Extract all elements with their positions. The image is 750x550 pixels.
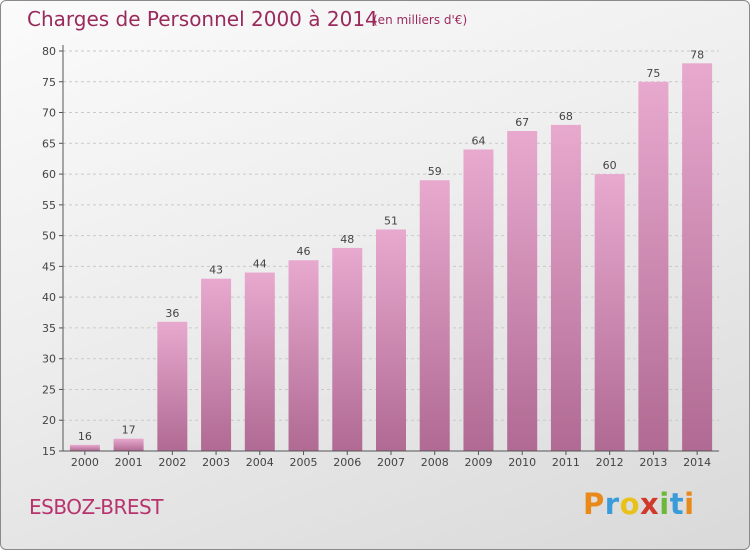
y-tick-label: 20 — [42, 414, 56, 427]
y-tick-label: 40 — [42, 291, 56, 304]
logo-letter: i — [684, 487, 695, 521]
x-tick-label: 2009 — [464, 456, 492, 469]
x-tick-label: 2012 — [596, 456, 624, 469]
bar-2011 — [550, 124, 581, 451]
x-tick-label: 2010 — [508, 456, 536, 469]
value-label: 36 — [165, 307, 179, 320]
y-tick-label: 15 — [42, 445, 56, 458]
logo-letter: r — [604, 487, 620, 521]
bars — [69, 63, 713, 452]
value-label: 44 — [253, 258, 267, 271]
bar-2010 — [507, 131, 538, 451]
value-label: 59 — [428, 165, 442, 178]
y-tick-label: 60 — [42, 168, 56, 181]
bar-2006 — [332, 247, 363, 451]
x-tick-label: 2013 — [639, 456, 667, 469]
logo-letter: P — [583, 487, 605, 521]
y-tick-label: 75 — [42, 76, 56, 89]
x-tick-label: 2014 — [683, 456, 711, 469]
x-tick-label: 2005 — [290, 456, 318, 469]
x-tick-label: 2002 — [158, 456, 186, 469]
y-tick-label: 35 — [42, 322, 56, 335]
chart-title: Charges de Personnel 2000 à 2014 — [27, 7, 378, 31]
value-label: 68 — [559, 110, 573, 123]
proxiti-logo: Proxiti — [583, 487, 695, 521]
bar-2003 — [201, 278, 232, 451]
value-label: 46 — [297, 245, 311, 258]
y-tick-label: 50 — [42, 230, 56, 243]
value-label: 43 — [209, 264, 223, 277]
axes: 15 20 25 30 35 40 45 50 55 60 65 70 75 80 2000 2001 2002… — [42, 45, 719, 469]
x-tick-label: 2007 — [377, 456, 405, 469]
y-tick-label: 70 — [42, 107, 56, 120]
x-tick-label: 2000 — [71, 456, 99, 469]
bar-2009 — [463, 149, 494, 451]
bar-2008 — [419, 180, 450, 451]
value-labels: 16 17 36 43 44 46 48 51 59 64 67 68 60 75 78 — [78, 48, 704, 443]
value-label: 17 — [122, 424, 136, 437]
value-label: 64 — [471, 134, 485, 147]
value-label: 75 — [646, 67, 660, 80]
y-tick-label: 45 — [42, 260, 56, 273]
value-label: 48 — [340, 233, 354, 246]
bar-2007 — [376, 229, 406, 451]
logo-letter: o — [619, 487, 641, 521]
bar-2002 — [157, 321, 188, 451]
value-label: 60 — [603, 159, 617, 172]
place-name: ESBOZ-BREST — [29, 495, 163, 519]
bar-2005 — [288, 260, 319, 451]
bar-2014 — [682, 63, 713, 452]
x-tick-label: 2008 — [421, 456, 449, 469]
y-tick-label: 55 — [42, 199, 56, 212]
bar-2001 — [113, 438, 144, 451]
value-label: 16 — [78, 430, 92, 443]
x-tick-label: 2001 — [115, 456, 143, 469]
y-tick-label: 30 — [42, 353, 56, 366]
x-tick-label: 2003 — [202, 456, 230, 469]
chart-subtitle: (en milliers d'€) — [373, 13, 468, 27]
logo-letter: i — [659, 487, 670, 521]
bar-2012 — [594, 174, 625, 452]
value-label: 51 — [384, 214, 398, 227]
y-tick-label: 80 — [42, 45, 56, 58]
logo-letter: x — [640, 487, 660, 521]
bar-2013 — [638, 81, 669, 452]
x-tick-label: 2011 — [552, 456, 580, 469]
value-label: 78 — [690, 48, 704, 61]
value-label: 67 — [515, 116, 529, 129]
logo-letter: t — [669, 487, 685, 521]
y-tick-label: 65 — [42, 137, 56, 150]
x-tick-label: 2006 — [333, 456, 361, 469]
bar-2004 — [244, 272, 275, 451]
y-tick-label: 25 — [42, 383, 56, 396]
bar-2000 — [69, 444, 100, 451]
x-tick-label: 2004 — [246, 456, 274, 469]
